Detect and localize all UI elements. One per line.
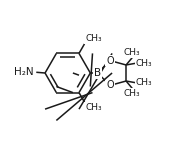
- Text: H₂N: H₂N: [14, 67, 33, 77]
- Text: CH₃: CH₃: [136, 78, 152, 87]
- Text: CH₃: CH₃: [85, 34, 102, 43]
- Text: CH₃: CH₃: [124, 89, 140, 98]
- Text: O: O: [106, 56, 114, 66]
- Text: B: B: [94, 68, 101, 78]
- Text: CH₃: CH₃: [124, 48, 140, 57]
- Text: CH₃: CH₃: [136, 59, 152, 68]
- Text: CH₃: CH₃: [85, 103, 102, 112]
- Text: O: O: [106, 80, 114, 90]
